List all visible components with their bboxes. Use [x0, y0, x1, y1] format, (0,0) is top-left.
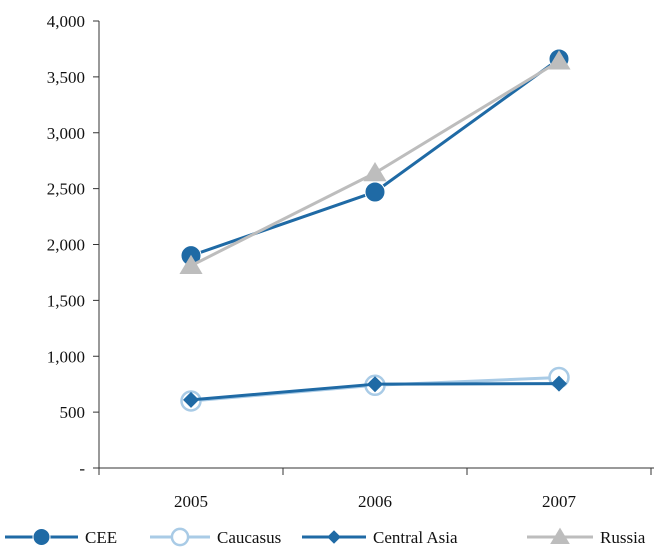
legend-swatch-marker	[170, 527, 190, 547]
series-cee	[180, 48, 570, 267]
data-point	[364, 181, 386, 203]
y-tick-label: 1,500	[47, 291, 85, 310]
data-point	[183, 391, 199, 408]
legend-swatch-marker	[327, 530, 341, 544]
legend-label: Caucasus	[217, 528, 281, 547]
data-point	[367, 376, 383, 393]
legend-label: Russia	[600, 528, 646, 547]
legend-swatch-marker	[32, 528, 51, 546]
data-point	[547, 50, 571, 70]
y-tick-label: 3,500	[47, 68, 85, 87]
series-russia	[179, 50, 571, 274]
legend-item-russia: Russia	[527, 527, 646, 547]
data-point	[179, 254, 203, 274]
x-tick-label: 2005	[174, 492, 208, 511]
data-point	[363, 161, 387, 182]
series-group	[179, 48, 571, 412]
axes: - 500 1,000 1,500 2,000 2,500 3,000 3,500 4,000 2…	[47, 12, 654, 511]
legend-swatch-marker	[550, 527, 570, 545]
y-tick-label: 1,000	[47, 347, 85, 366]
legend-label: CEE	[85, 528, 117, 547]
y-tick-label: 2,500	[47, 180, 85, 199]
legend-item-cee: CEE	[5, 528, 117, 547]
legend-label: Central Asia	[373, 528, 458, 547]
y-tick-label: 4,000	[47, 12, 85, 31]
y-tick-label: 500	[60, 403, 86, 422]
y-tick-label: -	[79, 459, 85, 478]
legend-item-caucasus: Caucasus	[150, 527, 281, 547]
y-tick-label: 3,000	[47, 124, 85, 143]
y-tick-label: 2,000	[47, 236, 85, 255]
legend-item-central-asia: Central Asia	[302, 528, 458, 547]
data-point	[551, 375, 567, 392]
x-tick-label: 2006	[358, 492, 392, 511]
legend: CEE Caucasus Central Asia Russia	[5, 527, 646, 547]
series-central-asia	[183, 375, 567, 408]
x-tick-label: 2007	[542, 492, 577, 511]
series-line	[190, 57, 560, 258]
